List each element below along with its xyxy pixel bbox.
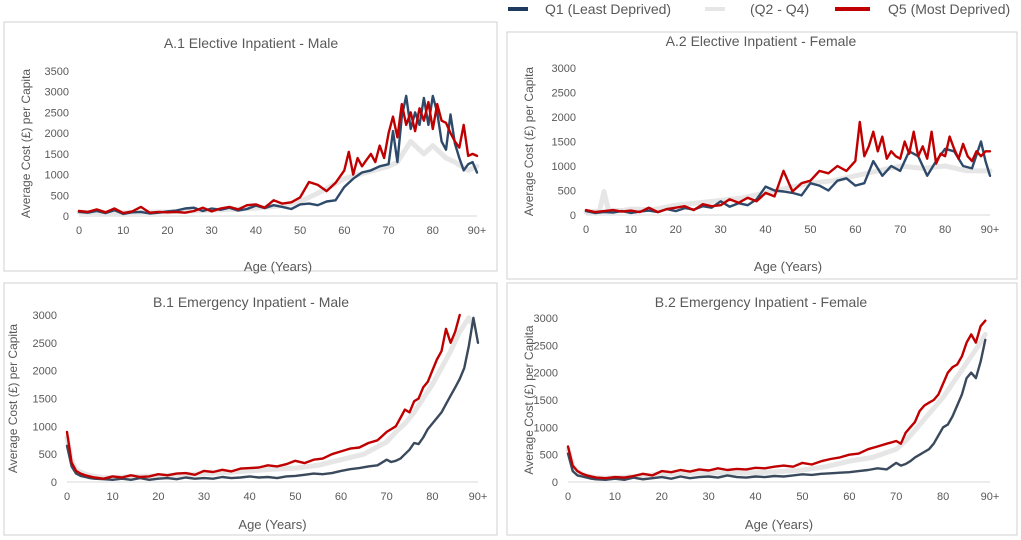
y-tick-label: 2000 <box>552 112 576 124</box>
y-axis-label: Average Cost (£) per Capita <box>522 325 536 475</box>
x-tick-label: 70 <box>894 224 906 236</box>
y-tick-label: 3500 <box>45 66 69 78</box>
y-tick-label: 2000 <box>534 368 558 380</box>
x-tick-label: 20 <box>670 224 682 236</box>
x-tick-label: 30 <box>198 491 210 503</box>
y-tick-label: 0 <box>552 477 558 489</box>
y-tick-label: 1500 <box>45 149 69 161</box>
y-tick-label: 3000 <box>534 313 558 325</box>
x-tick-label: 60 <box>843 491 855 503</box>
x-tick-label: 20 <box>656 491 668 503</box>
y-axis-label: Average Cost (£) per Capita <box>19 69 33 219</box>
legend-label-q5: Q5 (Most Deprived) <box>888 1 1010 17</box>
chart-panel-border <box>3 282 498 536</box>
x-tick-label: 30 <box>715 224 727 236</box>
x-tick-label: 20 <box>152 491 164 503</box>
series-line-q1 <box>566 338 987 481</box>
chart-panel-2: A.2 Elective Inpatient - Female050010001… <box>506 31 1018 280</box>
chart-panel-border <box>506 31 1018 280</box>
y-tick-label: 1000 <box>33 421 57 433</box>
x-axis-label: Age (Years) <box>745 517 813 532</box>
chart-title: B.1 Emergency Inpatient - Male <box>153 294 349 310</box>
legend: Q1 (Least Deprived) (Q2 - Q4) Q5 (Most D… <box>508 1 1010 17</box>
x-tick-label: 60 <box>338 225 350 237</box>
chart-title: A.2 Elective Inpatient - Female <box>666 33 857 49</box>
x-tick-label: 50 <box>289 491 301 503</box>
x-tick-label: 80 <box>426 491 438 503</box>
x-tick-label: 0 <box>565 491 571 503</box>
y-tick-label: 500 <box>558 186 576 198</box>
legend-label-q2q4: (Q2 - Q4) <box>750 1 809 17</box>
chart-panel-1: A.1 Elective Inpatient - Male05001000150… <box>3 21 498 274</box>
chart-title: B.2 Emergency Inpatient - Female <box>655 294 868 310</box>
x-tick-label: 60 <box>849 224 861 236</box>
y-tick-label: 1000 <box>534 422 558 434</box>
x-tick-label: 10 <box>625 224 637 236</box>
chart-panel-4: B.2 Emergency Inpatient - Female05001000… <box>506 282 1018 536</box>
y-axis-label: Average Cost (£) per Capita <box>6 324 20 474</box>
y-tick-label: 0 <box>570 210 576 222</box>
x-tick-label: 40 <box>250 225 262 237</box>
x-tick-label: 70 <box>381 491 393 503</box>
y-tick-label: 500 <box>51 190 69 202</box>
y-tick-label: 500 <box>39 449 57 461</box>
legend-label-q1: Q1 (Least Deprived) <box>545 1 671 17</box>
x-tick-label: 90+ <box>981 224 1000 236</box>
x-axis-label: Age (Years) <box>238 517 306 532</box>
x-tick-label: 80 <box>939 224 951 236</box>
x-tick-label: 0 <box>64 491 70 503</box>
x-tick-label: 50 <box>796 491 808 503</box>
x-tick-label: 0 <box>76 225 82 237</box>
x-tick-label: 70 <box>890 491 902 503</box>
y-tick-label: 3000 <box>33 310 57 322</box>
x-tick-label: 80 <box>937 491 949 503</box>
chart-panel-3: B.1 Emergency Inpatient - Male0500100015… <box>3 282 498 536</box>
x-tick-label: 90+ <box>469 491 488 503</box>
y-tick-label: 1500 <box>534 395 558 407</box>
y-tick-label: 2500 <box>552 88 576 100</box>
x-tick-label: 80 <box>427 225 439 237</box>
y-tick-label: 3000 <box>552 63 576 75</box>
y-tick-label: 500 <box>540 450 558 462</box>
y-tick-label: 1000 <box>552 161 576 173</box>
series-line-q1 <box>65 316 480 481</box>
series-line-q5 <box>584 120 992 214</box>
y-tick-label: 2000 <box>45 128 69 140</box>
x-tick-label: 0 <box>583 224 589 236</box>
y-tick-label: 2000 <box>33 366 57 378</box>
y-tick-label: 1500 <box>552 137 576 149</box>
x-tick-label: 20 <box>161 225 173 237</box>
x-tick-label: 70 <box>382 225 394 237</box>
x-tick-label: 40 <box>244 491 256 503</box>
x-tick-label: 90+ <box>981 491 1000 503</box>
x-tick-label: 40 <box>749 491 761 503</box>
x-tick-label: 30 <box>206 225 218 237</box>
x-tick-label: 50 <box>804 224 816 236</box>
series-line-q5 <box>566 319 987 480</box>
y-tick-label: 0 <box>51 477 57 489</box>
x-tick-label: 40 <box>759 224 771 236</box>
y-tick-label: 1000 <box>45 170 69 182</box>
x-tick-label: 30 <box>703 491 715 503</box>
series-line-q5 <box>65 313 461 480</box>
y-tick-label: 1500 <box>33 394 57 406</box>
x-axis-label: Age (Years) <box>244 259 312 274</box>
x-tick-label: 10 <box>609 491 621 503</box>
x-tick-label: 60 <box>335 491 347 503</box>
x-tick-label: 90+ <box>468 225 487 237</box>
series-line-q5 <box>77 100 479 215</box>
y-tick-label: 0 <box>63 211 69 223</box>
x-axis-label: Age (Years) <box>754 259 822 274</box>
x-tick-label: 10 <box>117 225 129 237</box>
x-tick-label: 10 <box>107 491 119 503</box>
chart-title: A.1 Elective Inpatient - Male <box>164 35 339 51</box>
y-tick-label: 2500 <box>45 107 69 119</box>
y-tick-label: 2500 <box>534 340 558 352</box>
y-tick-label: 2500 <box>33 338 57 350</box>
y-axis-label: Average Cost (£) per Capita <box>522 67 536 217</box>
x-tick-label: 50 <box>294 225 306 237</box>
y-tick-label: 3000 <box>45 87 69 99</box>
